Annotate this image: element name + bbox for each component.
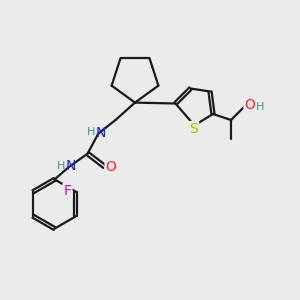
Text: H: H (87, 127, 95, 137)
Text: N: N (66, 160, 76, 173)
Text: S: S (189, 122, 198, 136)
Text: H: H (57, 160, 65, 171)
Text: O: O (244, 98, 255, 112)
Text: O: O (106, 160, 116, 174)
Text: F: F (64, 184, 71, 198)
Text: N: N (96, 126, 106, 140)
Text: H: H (256, 101, 265, 112)
